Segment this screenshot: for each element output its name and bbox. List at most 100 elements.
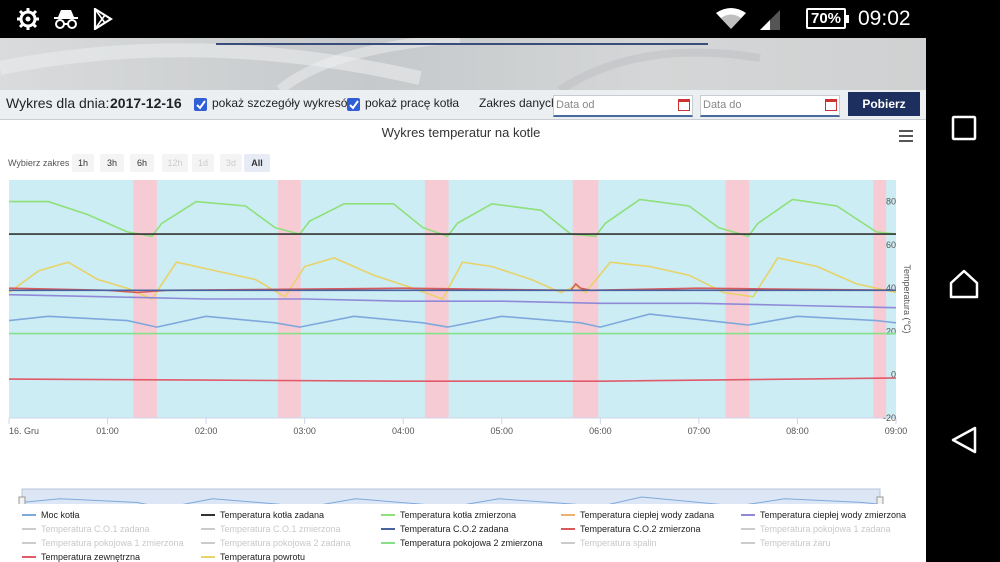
legend-swatch: [22, 556, 36, 558]
legend-label: Temperatura C.O.2 zadana: [400, 524, 509, 534]
date-to-placeholder: Data do: [703, 99, 742, 111]
legend-label: Temperatura spalin: [580, 538, 657, 548]
legend-swatch: [561, 542, 575, 544]
range-label: Zakres danych:: [479, 96, 562, 110]
legend-item[interactable]: Temperatura kotła zmierzona: [381, 508, 516, 522]
x-tick-label: 03:00: [293, 426, 316, 436]
date-from-input[interactable]: Data od: [553, 95, 693, 117]
calendar-icon[interactable]: [825, 99, 837, 111]
legend-swatch: [381, 514, 395, 516]
legend-swatch: [22, 542, 36, 544]
legend-item[interactable]: Temperatura ciepłej wody zadana: [561, 508, 714, 522]
legend-item[interactable]: Temperatura kotła zadana: [201, 508, 324, 522]
y-tick-label: -20: [883, 413, 896, 423]
clock: 09:02: [858, 7, 911, 30]
legend-label: Temperatura C.O.2 zmierzona: [580, 524, 701, 534]
x-tick-label: 06:00: [589, 426, 612, 436]
date-from-placeholder: Data od: [556, 99, 595, 111]
series-line: [8, 293, 897, 309]
legend-item[interactable]: Temperatura C.O.2 zadana: [381, 522, 509, 536]
legend-item[interactable]: Temperatura pokojowa 1 zadana: [741, 522, 891, 536]
battery-icon: 70%: [806, 8, 849, 29]
recents-square-icon[interactable]: [946, 110, 982, 146]
show-details-label: pokaż szczegóły wykresów: [212, 96, 357, 110]
home-icon[interactable]: [946, 266, 982, 302]
legend-item[interactable]: Temperatura spalin: [561, 536, 657, 550]
x-tick-label: 16. Gru: [9, 426, 39, 436]
boiler-work-band: [133, 180, 157, 418]
legend-swatch: [741, 528, 755, 530]
series-line: [8, 377, 897, 382]
play-store-icon: [92, 7, 114, 31]
legend-label: Temperatura powrotu: [220, 552, 306, 562]
y-tick-label: 0: [891, 370, 896, 380]
range-button-12h[interactable]: 12h: [162, 154, 188, 172]
range-button-1d[interactable]: 1d: [192, 154, 214, 172]
battery-level: 70%: [810, 10, 842, 27]
range-button-3d[interactable]: 3d: [220, 154, 242, 172]
legend-item[interactable]: Temperatura żaru: [741, 536, 831, 550]
legend-item[interactable]: Temperatura ciepłej wody zmierzona: [741, 508, 906, 522]
legend-swatch: [741, 542, 755, 544]
chart-legend: Moc kotła Temperatura kotła zadana Tempera…: [0, 508, 922, 562]
y-tick-label: 20: [886, 326, 896, 336]
gear-icon: [15, 7, 41, 31]
back-icon[interactable]: [946, 422, 982, 458]
x-tick-label: 02:00: [195, 426, 218, 436]
legend-item[interactable]: Temperatura C.O.1 zadana: [22, 522, 150, 536]
show-details-checkbox[interactable]: [194, 98, 207, 111]
boiler-work-band: [873, 180, 887, 418]
show-boiler-work-checkbox[interactable]: [347, 98, 360, 111]
legend-item[interactable]: Temperatura C.O.2 zmierzona: [561, 522, 701, 536]
legend-swatch: [22, 514, 36, 516]
legend-label: Temperatura C.O.1 zmierzona: [220, 524, 341, 534]
legend-swatch: [381, 528, 395, 530]
navigation-bar: [926, 38, 1000, 562]
x-tick-label: 04:00: [392, 426, 415, 436]
legend-swatch: [201, 514, 215, 516]
x-tick-label: 09:00: [885, 426, 908, 436]
legend-label: Temperatura ciepłej wody zadana: [580, 510, 715, 520]
legend-item[interactable]: Moc kotła: [22, 508, 80, 522]
legend-label: Temperatura C.O.1 zadana: [41, 524, 150, 534]
legend-item[interactable]: Temperatura zewnętrzna: [22, 550, 140, 562]
y-tick-label: 60: [886, 240, 896, 250]
wifi-icon: [716, 7, 746, 31]
legend-item[interactable]: Temperatura pokojowa 2 zmierzona: [381, 536, 543, 550]
legend-item[interactable]: Temperatura powrotu: [201, 550, 305, 562]
temperature-chart: 16. Gru 01:00 02:00 03:00 04:00 05:00 06:00 07:…: [8, 180, 912, 504]
legend-item[interactable]: Temperatura pokojowa 2 zadana: [201, 536, 351, 550]
legend-label: Temperatura kotła zmierzona: [400, 510, 517, 520]
series-line: [8, 313, 897, 328]
range-selector-label: Wybierz zakres: [8, 158, 70, 168]
x-tick-label: 07:00: [688, 426, 711, 436]
y-tick-label: 80: [886, 197, 896, 207]
legend-swatch: [561, 528, 575, 530]
legend-item[interactable]: Temperatura pokojowa 1 zmierzona: [22, 536, 184, 550]
hamburger-menu-icon[interactable]: [899, 130, 913, 142]
legend-label: Temperatura pokojowa 1 zadana: [760, 524, 891, 534]
legend-label: Temperatura pokojowa 1 zmierzona: [41, 538, 184, 548]
range-button-All[interactable]: All: [244, 154, 270, 172]
header-banner: [0, 38, 926, 90]
boiler-work-band: [572, 180, 599, 418]
fetch-data-button[interactable]: Pobierz dane: [848, 92, 920, 135]
legend-item[interactable]: Temperatura C.O.1 zmierzona: [201, 522, 341, 536]
range-button-3h[interactable]: 3h: [100, 154, 124, 172]
navigator-handle-left[interactable]: [18, 496, 26, 504]
legend-label: Temperatura kotła zadana: [220, 510, 325, 520]
date-to-input[interactable]: Data do: [700, 95, 840, 117]
calendar-icon[interactable]: [678, 99, 690, 111]
navigator-handle-right[interactable]: [876, 496, 884, 504]
range-button-1h[interactable]: 1h: [72, 154, 94, 172]
range-button-6h[interactable]: 6h: [130, 154, 154, 172]
banner-line: [216, 43, 708, 45]
date-prefix: Wykres dla dnia:: [6, 95, 110, 111]
incognito-icon: [52, 7, 80, 31]
chart-title: Wykres temperatur na kotle: [381, 125, 541, 140]
legend-swatch: [741, 514, 755, 516]
legend-swatch: [561, 514, 575, 516]
signal-icon: [757, 7, 783, 31]
legend-label: Temperatura żaru: [760, 538, 831, 548]
x-tick-label: 05:00: [491, 426, 514, 436]
